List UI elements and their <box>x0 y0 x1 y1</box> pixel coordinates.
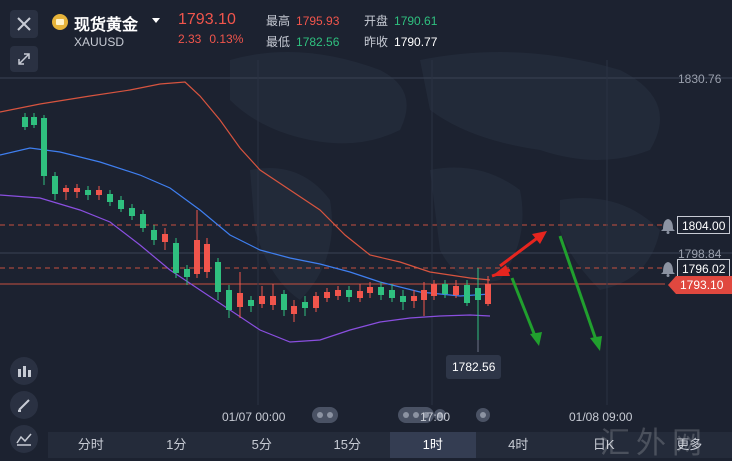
annotation-arrows <box>491 231 602 351</box>
tab-15min[interactable]: 15分 <box>333 437 361 452</box>
time-label-1: 01/07 00:00 <box>222 410 286 424</box>
watermark: 汇外网 <box>600 426 708 461</box>
lower-band <box>0 194 491 343</box>
chart-type-button[interactable] <box>10 425 38 453</box>
expand-button[interactable] <box>10 46 38 72</box>
header: 现货黄金 XAUUSD 1793.10 2.33 0.13% 最高 1795.93 … <box>0 0 732 50</box>
stat-prev-close: 昨收 1790.77 <box>364 35 438 49</box>
stat-open: 开盘 1790.61 <box>364 14 438 28</box>
draw-pen-icon <box>18 399 30 412</box>
stat-low: 最低 1782.56 <box>266 35 340 49</box>
alert-price-2[interactable]: 1796.02 <box>677 259 731 277</box>
stat-high: 最高 1795.93 <box>266 14 340 28</box>
tab-1hour[interactable]: 1时 <box>390 432 476 458</box>
tab-daily[interactable]: 日K <box>592 437 615 452</box>
bell-icon[interactable] <box>661 219 675 234</box>
close-icon <box>17 17 31 31</box>
current-price-tag: 1793.10 <box>668 276 732 294</box>
indicator-button[interactable] <box>10 357 38 385</box>
dropdown-arrow-icon[interactable] <box>152 18 160 23</box>
stat-high-value: 1795.93 <box>296 14 340 28</box>
draw-button[interactable] <box>10 391 38 419</box>
chart-type-icon <box>16 433 32 446</box>
indicator-icon <box>18 366 31 377</box>
close-button[interactable] <box>10 10 38 38</box>
gold-coin-icon <box>52 14 68 30</box>
scroll-dots[interactable] <box>312 407 490 423</box>
candles <box>22 113 491 340</box>
change-absolute: 2.33 <box>178 32 202 46</box>
last-price: 1793.10 <box>178 11 236 28</box>
change-percent: 0.13% <box>209 32 244 46</box>
time-label-2: 17:00 <box>420 410 451 424</box>
expand-icon <box>18 53 30 65</box>
stat-prev-close-value: 1790.77 <box>394 35 438 49</box>
tab-4hour[interactable]: 4时 <box>508 437 529 452</box>
low-price-tooltip: 1782.56 <box>446 355 502 379</box>
instrument-name: 现货黄金 <box>74 17 139 34</box>
price-change: 2.33 0.13% <box>178 32 243 46</box>
tab-5min[interactable]: 5分 <box>251 437 272 452</box>
tab-1min[interactable]: 1分 <box>166 437 187 452</box>
upper-band <box>0 81 491 281</box>
stat-open-value: 1790.61 <box>394 14 438 28</box>
tab-more[interactable]: 更多 <box>676 437 703 452</box>
tab-timeline[interactable]: 分时 <box>77 437 104 452</box>
price-level-top: 1830.76 <box>678 72 722 86</box>
middle-band <box>0 147 491 297</box>
time-label-3: 01/08 09:00 <box>569 410 633 424</box>
alert-price-1[interactable]: 1804.00 <box>677 216 731 234</box>
world-map-background <box>230 52 660 300</box>
instrument-symbol: XAUUSD <box>74 35 125 49</box>
stat-low-value: 1782.56 <box>296 35 340 49</box>
timeframe-bar: 分时 1分 5分 15分 1时 4时 日K 更多 <box>48 432 732 458</box>
bell-icon[interactable] <box>661 262 675 277</box>
price-level-mid: 1798.84 <box>678 247 722 261</box>
